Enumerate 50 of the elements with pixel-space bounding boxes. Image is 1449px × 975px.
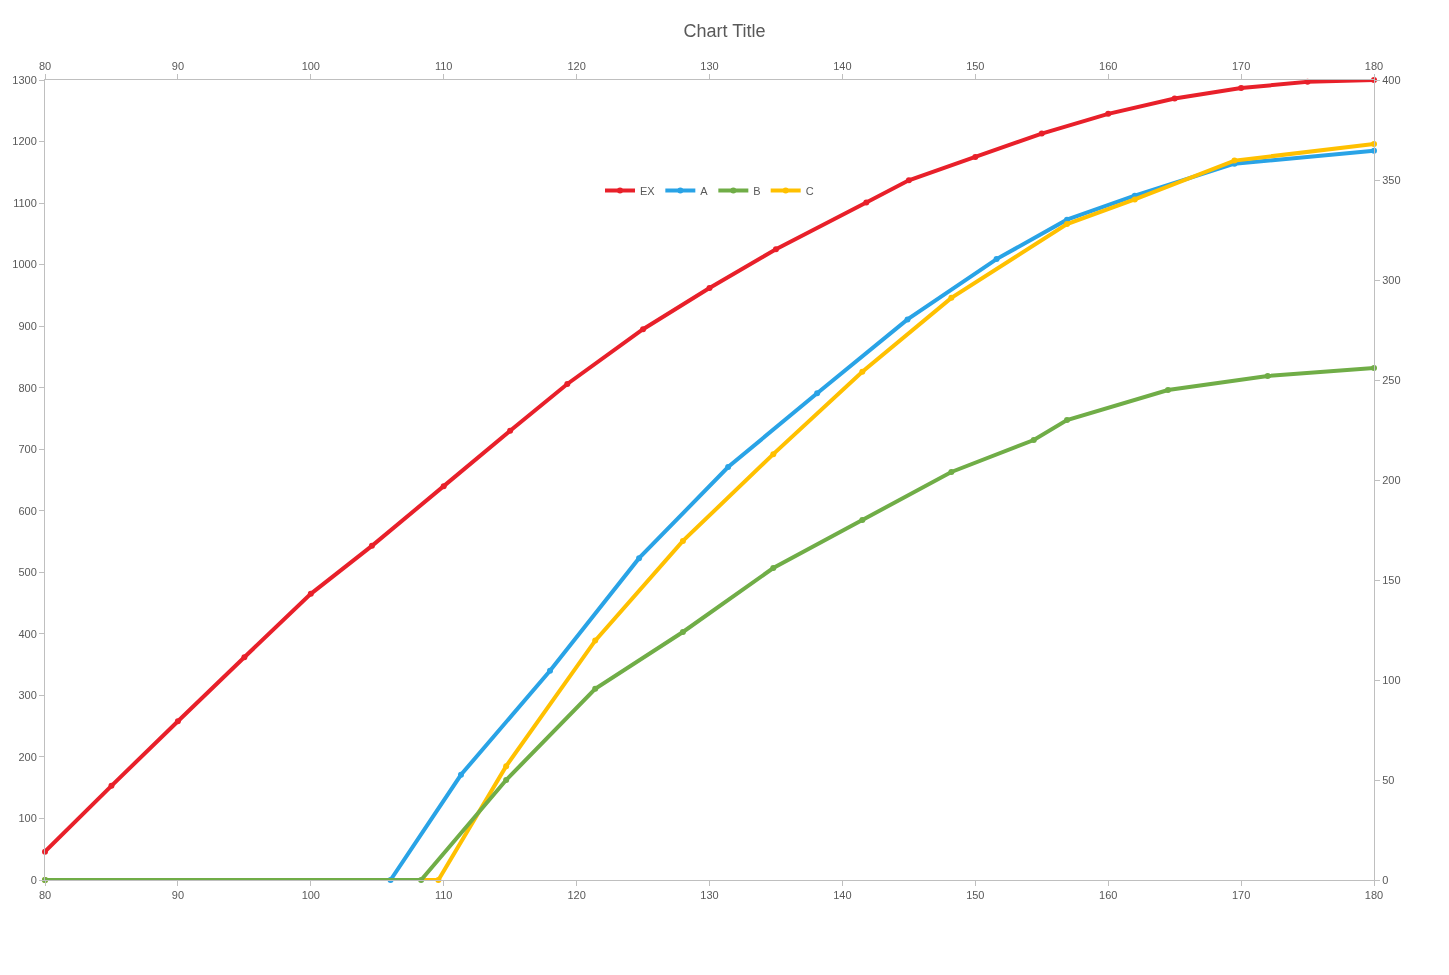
y2-tick-label: 250 [1382, 373, 1401, 386]
y2-tick-label: 0 [1382, 873, 1389, 886]
y-tick-label: 800 [18, 381, 37, 394]
legend-label: B [753, 184, 761, 197]
y-tick-label: 400 [18, 627, 37, 640]
y2-tick-label: 400 [1382, 73, 1401, 86]
x2-tick-label: 130 [700, 889, 719, 902]
x2-tick-label: 90 [171, 889, 185, 902]
legend-label: C [805, 184, 814, 197]
y-tick-label: 700 [18, 443, 37, 456]
chart-title: Chart Title [683, 20, 766, 41]
y2-tick-label: 150 [1382, 573, 1401, 586]
x2-tick-label: 110 [434, 889, 453, 902]
legend-label: A [700, 184, 709, 197]
y-tick-label: 1100 [13, 196, 37, 209]
y2-tick-label: 200 [1382, 473, 1401, 486]
x2-tick-label: 140 [833, 889, 852, 902]
x-tick-label: 170 [1231, 59, 1251, 72]
legend-label: EX [640, 184, 656, 197]
x2-tick-label: 170 [1231, 889, 1251, 902]
x-tick-label: 160 [1099, 59, 1118, 72]
y-tick-label: 1200 [12, 135, 37, 148]
y-tick-label: 500 [18, 566, 37, 579]
y-tick-label: 300 [18, 689, 37, 702]
x-tick-label: 130 [700, 59, 719, 72]
y-tick-label: 1300 [12, 73, 37, 86]
y-tick-label: 0 [30, 873, 37, 886]
y2-tick-label: 100 [1382, 673, 1401, 686]
x-tick-label: 150 [966, 59, 985, 72]
x2-tick-label: 180 [1364, 889, 1384, 902]
x-tick-label: 80 [38, 59, 52, 72]
x-tick-label: 90 [171, 59, 185, 72]
x-tick-label: 100 [301, 59, 320, 72]
x2-tick-label: 160 [1099, 889, 1118, 902]
x-tick-label: 110 [434, 59, 453, 72]
y-tick-label: 100 [18, 812, 37, 825]
x2-tick-label: 80 [38, 889, 52, 902]
y-tick-label: 200 [18, 750, 37, 763]
y2-tick-label: 350 [1382, 173, 1401, 186]
x2-tick-label: 150 [966, 889, 985, 902]
y2-tick-label: 50 [1382, 773, 1395, 786]
x-tick-label: 180 [1364, 59, 1384, 72]
x-tick-label: 120 [567, 59, 586, 72]
x2-tick-label: 100 [301, 889, 320, 902]
x2-tick-label: 120 [567, 889, 586, 902]
y-tick-label: 600 [18, 504, 37, 517]
y-tick-label: 1000 [12, 258, 37, 271]
x-tick-label: 140 [833, 59, 852, 72]
y-tick-label: 900 [18, 320, 37, 332]
y2-tick-label: 300 [1382, 273, 1401, 286]
